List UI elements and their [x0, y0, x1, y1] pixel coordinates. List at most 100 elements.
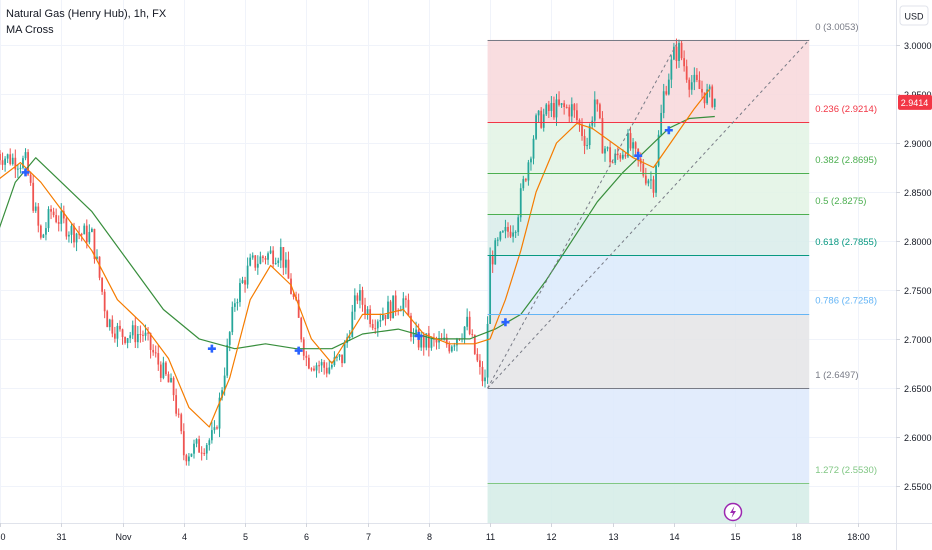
cross-marker	[664, 126, 673, 135]
candle-body	[389, 301, 392, 319]
candle-body	[39, 225, 42, 238]
candle-body	[604, 148, 606, 154]
candle-body	[476, 353, 479, 361]
price-tick-label: 2.8500	[904, 188, 932, 198]
candle-body	[159, 364, 162, 378]
candle-body	[384, 314, 387, 320]
fib-level-label: 0.382 (2.8695)	[815, 155, 877, 166]
candle-body	[239, 283, 241, 303]
candle-body	[320, 362, 323, 366]
candle-body	[351, 311, 354, 338]
candle-body	[586, 145, 589, 147]
candle-body	[325, 367, 328, 374]
ma-cross-markers	[21, 126, 673, 355]
candle-body	[300, 317, 303, 340]
candle-body	[256, 263, 259, 268]
candle-body	[394, 295, 397, 311]
candle-body	[456, 338, 458, 346]
candle-body	[103, 291, 106, 312]
candle-body	[348, 337, 351, 339]
candle-body	[149, 333, 152, 350]
candle-body	[126, 338, 129, 343]
candle-body	[412, 333, 415, 338]
candle-body	[507, 226, 509, 232]
time-tick-label: 18:00	[847, 532, 870, 542]
candle-body	[172, 377, 175, 396]
time-axis[interactable]: 30 31 Nov 4 5 6 7 8 11 12 13 14 15 18 18:00	[0, 523, 870, 542]
candle-body	[318, 365, 320, 367]
candle-body	[1, 160, 4, 165]
price-tick-label: 2.6500	[904, 384, 932, 394]
candle-body	[555, 99, 558, 118]
candle-body	[24, 152, 27, 159]
candle-body	[264, 258, 267, 260]
lightning-icon[interactable]	[723, 502, 743, 522]
candle-body	[154, 352, 157, 354]
candle-body	[336, 356, 338, 358]
candle-body	[216, 427, 218, 429]
candle-body	[522, 178, 525, 189]
indicator-label[interactable]: MA Cross	[6, 24, 54, 36]
time-tick-label: Nov	[115, 532, 132, 542]
fib-trend-line	[487, 39, 810, 389]
candle-body	[410, 315, 412, 338]
candle-body	[91, 228, 93, 232]
candle-body	[14, 157, 17, 170]
candle-body	[162, 362, 165, 378]
candle-body	[550, 103, 553, 111]
time-tick-label: 13	[608, 532, 618, 542]
candle-body	[698, 80, 701, 89]
candle-body	[47, 209, 50, 229]
candle-body	[68, 234, 70, 237]
symbol-title[interactable]: Natural Gas (Henry Hub), 1h, FX	[6, 8, 167, 20]
candle-body	[591, 120, 594, 126]
candle-body	[170, 377, 172, 383]
candle-body	[198, 439, 201, 453]
candle-body	[501, 231, 504, 233]
candle-body	[471, 333, 474, 335]
candle-body	[147, 332, 149, 334]
candle-body	[655, 165, 657, 193]
fibonacci-retracement[interactable]	[487, 39, 810, 523]
candle-body	[652, 179, 655, 193]
currency-button[interactable]: USD	[899, 5, 929, 26]
cross-marker	[414, 331, 423, 340]
fib-trend-line	[487, 39, 680, 389]
candle-body	[333, 357, 336, 366]
candle-body	[690, 82, 693, 90]
time-tick-label: 31	[56, 532, 66, 542]
candle-body	[246, 265, 249, 285]
time-tick-label: 18	[791, 532, 801, 542]
candle-body	[553, 103, 555, 118]
fib-zone	[487, 255, 810, 314]
candle-body	[259, 256, 262, 264]
candle-body	[369, 309, 372, 325]
time-tick-label: 5	[243, 532, 248, 542]
candle-body	[542, 114, 545, 128]
candle-body	[85, 225, 88, 243]
candle-body	[116, 325, 119, 339]
price-tick-label: 2.9000	[904, 139, 932, 149]
candle-body	[302, 339, 305, 356]
candle-body	[535, 115, 537, 139]
candle-body	[415, 329, 417, 334]
candle-body	[55, 215, 58, 223]
candle-body	[307, 357, 310, 369]
candle-body	[665, 91, 668, 95]
candle-body	[568, 107, 571, 117]
candle-body	[323, 362, 326, 368]
candle-body	[685, 66, 688, 80]
candle-body	[420, 334, 423, 348]
candle-body	[496, 239, 499, 241]
candle-body	[221, 390, 223, 398]
candle-body	[489, 256, 492, 324]
candle-body	[387, 301, 389, 320]
candle-body	[22, 158, 24, 168]
candle-body	[185, 455, 188, 462]
candle-body	[629, 133, 632, 149]
candle-body	[392, 295, 395, 319]
fib-level-label: 1.272 (2.5530)	[815, 465, 877, 476]
candle-body	[200, 452, 203, 454]
fib-zone	[487, 482, 810, 523]
